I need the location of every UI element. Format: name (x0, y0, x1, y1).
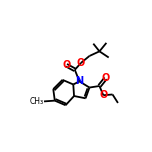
Text: CH₃: CH₃ (29, 97, 43, 106)
Text: N: N (75, 76, 83, 86)
Text: O: O (102, 73, 110, 83)
Text: O: O (62, 60, 71, 70)
Text: O: O (77, 58, 85, 68)
Text: O: O (99, 90, 107, 100)
